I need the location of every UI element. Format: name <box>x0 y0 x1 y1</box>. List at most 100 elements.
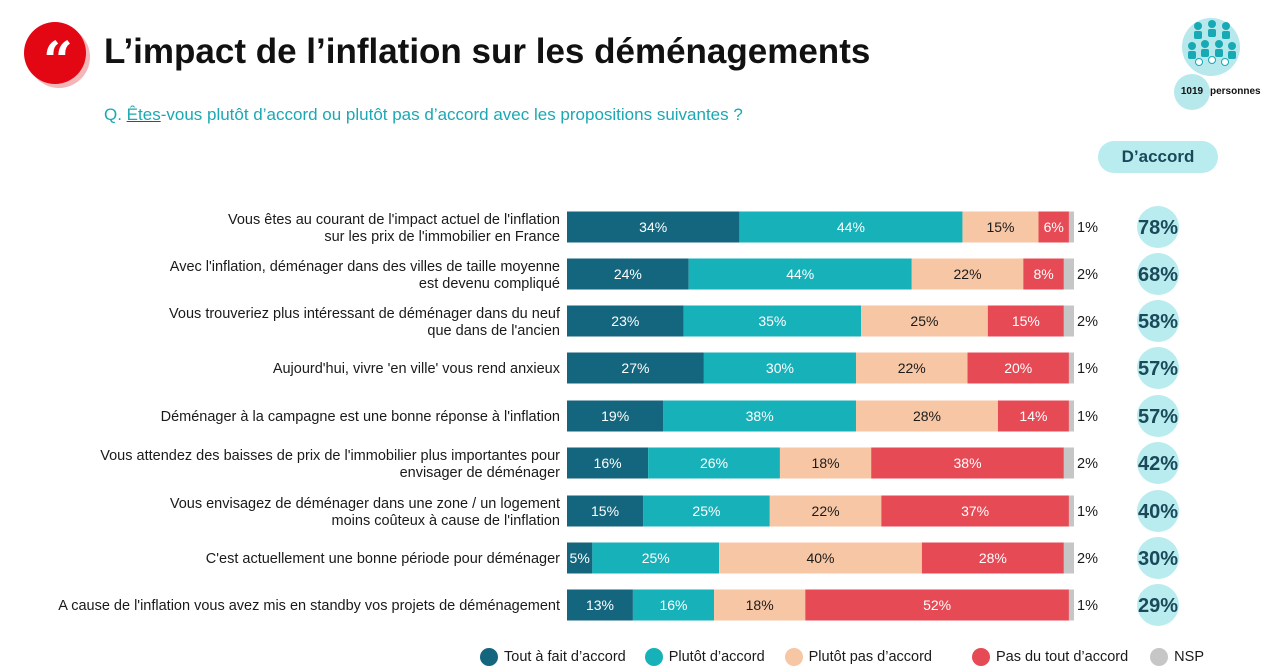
data-label: 38% <box>746 408 774 424</box>
data-label: 15% <box>591 503 619 519</box>
bar-segment <box>1023 258 1064 290</box>
bar-segment <box>567 211 740 243</box>
bar-segment <box>1038 211 1069 243</box>
bar-segment <box>1068 400 1074 432</box>
data-label: 22% <box>812 503 840 519</box>
bar-segment <box>683 305 862 337</box>
bar-segment <box>769 495 882 527</box>
row-label: Vous envisagez de déménager dans une zon… <box>170 496 560 529</box>
bar-segment <box>911 258 1024 290</box>
data-label: 23% <box>611 313 639 329</box>
nsp-label: 2% <box>1077 551 1098 567</box>
people-icon <box>1188 20 1236 66</box>
sample-label: personnes <box>1210 86 1261 97</box>
data-label: 27% <box>621 360 649 376</box>
legend-item: Pas du tout d’accord <box>971 648 1128 666</box>
bar-segment <box>855 400 998 432</box>
bar-segment <box>567 400 664 432</box>
row-label-line: Vous attendez des baisses de prix de l'i… <box>100 448 560 464</box>
daccord-header: D’accord <box>1098 141 1218 173</box>
total-circle <box>1137 442 1179 484</box>
row-label: Aujourd'hui, vivre 'en ville' vous rend … <box>273 361 561 377</box>
total-circle <box>1137 537 1179 579</box>
chart-legend: Tout à fait d’accord Plutôt d’accord Plutô… <box>480 646 1204 668</box>
total-label: 57% <box>1138 406 1178 428</box>
bar-segment <box>871 447 1064 479</box>
bar-segment <box>1063 305 1074 337</box>
legend-item: Tout à fait d’accord <box>480 648 626 666</box>
data-label: 16% <box>594 455 622 471</box>
total-circle <box>1137 490 1179 532</box>
bar-segment <box>855 352 968 384</box>
row-label-line: sur les prix de l'immobilier en France <box>324 229 560 245</box>
row-label-line: Vous trouveriez plus intéressant de démé… <box>169 306 561 322</box>
bar-segment <box>719 542 922 574</box>
nsp-label: 2% <box>1077 456 1098 472</box>
data-label: 19% <box>601 408 629 424</box>
bar-segment <box>592 542 720 574</box>
bar-segment <box>567 589 633 621</box>
bar-segment <box>1063 542 1074 574</box>
data-label: 38% <box>954 455 982 471</box>
data-label: 8% <box>1033 266 1053 282</box>
legend-swatch <box>971 648 990 666</box>
data-label: 22% <box>898 360 926 376</box>
legend-label: Plutôt d’accord <box>668 649 765 665</box>
bar-segment <box>1068 495 1074 527</box>
bar-segment <box>861 305 988 337</box>
row-label: Avec l'inflation, déménager dans des vil… <box>170 259 560 292</box>
legend-label: NSP <box>1174 649 1204 665</box>
nsp-label: 2% <box>1077 314 1098 330</box>
sample-size-badge: 1019 personnes <box>1174 12 1266 110</box>
quote-icon: “ <box>24 22 86 92</box>
bar-segment <box>1068 589 1074 621</box>
data-label: 5% <box>570 550 590 566</box>
bar-segment <box>567 542 593 574</box>
row-label: Vous attendez des baisses de prix de l'i… <box>100 448 560 481</box>
total-label: 40% <box>1138 501 1178 523</box>
total-label: 42% <box>1138 453 1178 475</box>
data-label: 18% <box>746 597 774 613</box>
data-label: 37% <box>961 503 989 519</box>
bar-segment <box>967 352 1069 384</box>
bar-segment <box>567 352 704 384</box>
bar-segment <box>739 211 963 243</box>
nsp-label: 1% <box>1077 504 1098 520</box>
sample-count: 1019 <box>1174 74 1210 110</box>
legend-label: Tout à fait d’accord <box>504 649 626 665</box>
data-label: 22% <box>954 266 982 282</box>
bar-segment <box>1068 211 1074 243</box>
data-label: 6% <box>1044 219 1064 235</box>
nsp-label: 1% <box>1077 361 1098 377</box>
row-label: A cause de l'inflation vous avez mis en … <box>58 598 560 614</box>
bar-segment <box>962 211 1039 243</box>
legend-label: Plutôt pas d’accord <box>808 649 932 665</box>
data-label: 44% <box>837 219 865 235</box>
data-label: 16% <box>659 597 687 613</box>
data-label: 25% <box>910 313 938 329</box>
total-circle <box>1137 300 1179 342</box>
nsp-label: 1% <box>1077 220 1098 236</box>
bar-segment <box>643 495 770 527</box>
total-label: 29% <box>1138 595 1178 617</box>
legend-swatch <box>784 648 803 666</box>
stacked-bar-chart: Vous êtes au courant de l'impact actuel … <box>58 206 1179 626</box>
data-label: 26% <box>700 455 728 471</box>
bar-segment <box>703 352 856 384</box>
nsp-label: 1% <box>1077 598 1098 614</box>
bar-segment <box>921 542 1064 574</box>
total-circle <box>1137 347 1179 389</box>
bar-segment <box>567 447 649 479</box>
total-label: 78% <box>1138 217 1178 239</box>
row-label-line: Avec l'inflation, déménager dans des vil… <box>170 259 560 275</box>
bar-segment <box>997 400 1069 432</box>
nsp-label: 2% <box>1077 267 1098 283</box>
question-rest: -vous plutôt d’accord ou plutôt pas d’ac… <box>160 105 743 124</box>
total-circle <box>1137 584 1179 626</box>
legend-item: Plutôt pas d’accord <box>784 648 932 666</box>
total-circle <box>1137 395 1179 437</box>
question-prefix: Q. <box>104 105 127 124</box>
legend-swatch <box>644 648 663 666</box>
row-label-line: Vous êtes au courant de l'impact actuel … <box>228 212 560 228</box>
total-circle <box>1137 206 1179 248</box>
